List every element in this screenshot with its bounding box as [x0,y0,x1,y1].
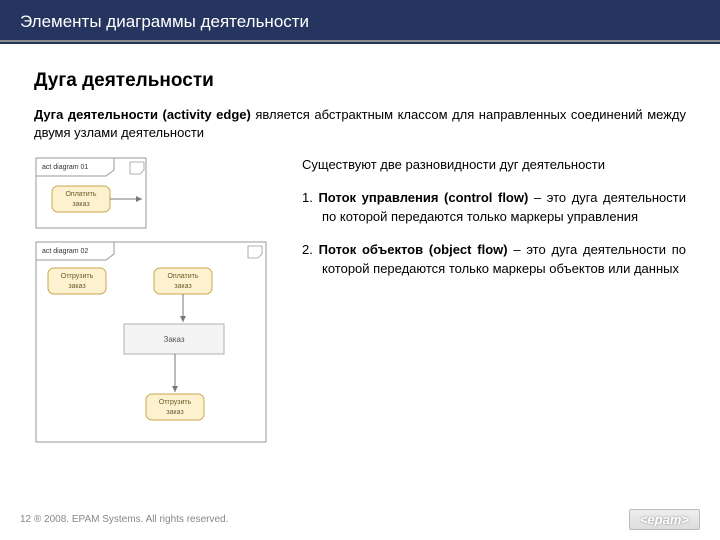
d1-node-line1: Оплатить [65,191,96,198]
item-number: 1. [302,190,313,205]
list-item: 2. Поток объектов (object flow) – это ду… [302,241,686,279]
d2-title: act diagram 02 [42,248,88,255]
svg-text:Отгрузить: Отгрузить [159,399,192,406]
epam-logo: <epam> [629,509,700,530]
item-number: 2. [302,242,313,257]
diagram-column: act diagram 01 Оплатить заказ act diagra… [34,156,284,456]
copyright: ® 2008. EPAM Systems. All rights reserve… [34,514,228,525]
spacer [0,44,720,58]
page-number: 12 [20,514,31,525]
d2-object: Заказ [164,335,185,344]
d1-title: act diagram 01 [42,164,88,171]
subtitle: Дуга деятельности [34,70,686,92]
footer: 12 ® 2008. EPAM Systems. All rights rese… [0,509,720,530]
svg-text:заказ: заказ [68,283,85,290]
slide-header: Элементы диаграммы деятельности [0,0,720,42]
svg-text:Отгрузить: Отгрузить [61,273,94,280]
item-term: Поток объектов (object flow) [319,242,508,257]
d1-node-line2: заказ [72,201,89,208]
lead-line: Существуют две разновидности дуг деятель… [302,156,686,175]
intro-paragraph: Дуга деятельности (activity edge) являет… [34,106,686,142]
item-list: 1. Поток управления (control flow) – это… [302,189,686,278]
list-item: 1. Поток управления (control flow) – это… [302,189,686,227]
svg-text:заказ: заказ [166,409,183,416]
text-column: Существуют две разновидности дуг деятель… [302,156,686,292]
svg-text:Оплатить: Оплатить [167,273,198,280]
slide: Элементы диаграммы деятельности Дуга дея… [0,0,720,540]
slide-title: Элементы диаграммы деятельности [20,12,309,31]
two-column: act diagram 01 Оплатить заказ act diagra… [34,156,686,456]
activity-diagram: act diagram 01 Оплатить заказ act diagra… [34,156,284,456]
svg-text:заказ: заказ [174,283,191,290]
item-term: Поток управления (control flow) [318,190,528,205]
footer-left: 12 ® 2008. EPAM Systems. All rights rese… [20,514,228,525]
intro-term: Дуга деятельности (activity edge) [34,107,251,122]
slide-body: Дуга деятельности Дуга деятельности (act… [0,70,720,456]
